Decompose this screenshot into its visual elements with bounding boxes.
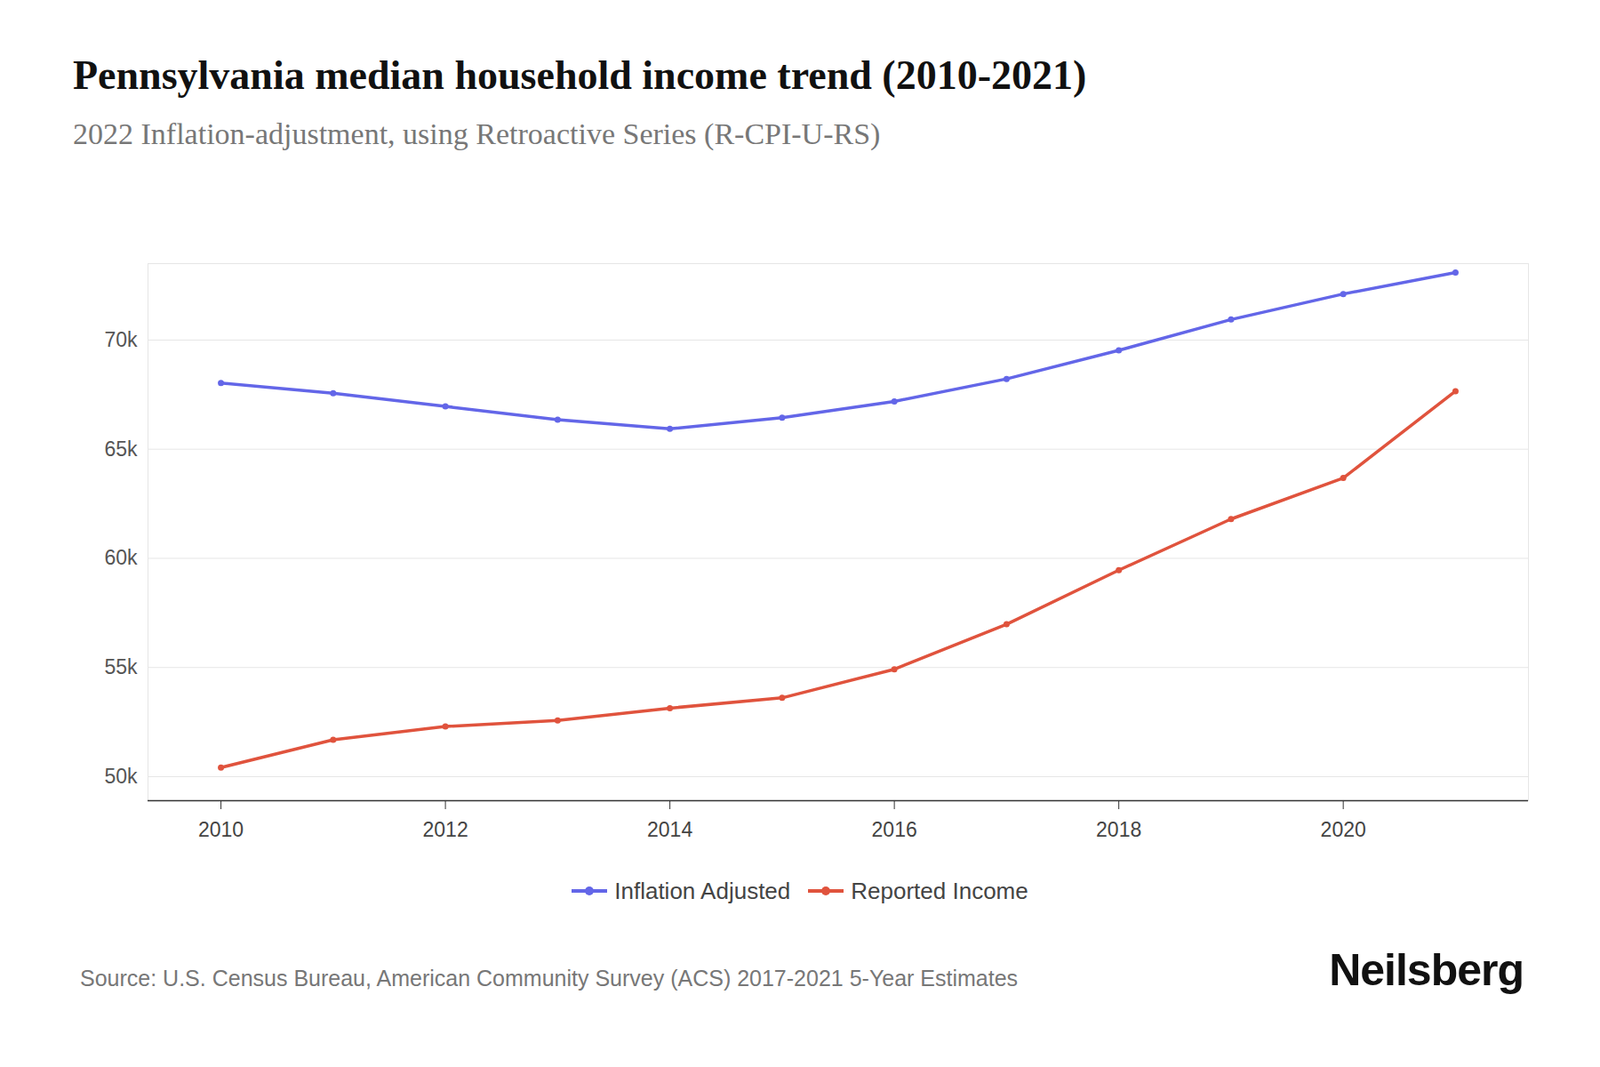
- svg-text:60k: 60k: [104, 545, 138, 569]
- html-text:Reported Income: Reported Income: [850, 876, 1029, 904]
- svg-text:2020: 2020: [1320, 817, 1367, 841]
- html-text:2022 Inflation-adjustment, usi: 2022 Inflation-adjustment, using Retroac…: [72, 117, 881, 151]
- svg-text:55k: 55k: [104, 655, 138, 679]
- svg-text:2014: 2014: [647, 817, 693, 841]
- svg-text:50k: 50k: [104, 764, 138, 788]
- svg-text:2016: 2016: [872, 817, 918, 841]
- html-text:Inflation Adjusted: Inflation Adjusted: [614, 876, 791, 904]
- svg-text:70k: 70k: [104, 328, 138, 352]
- svg-text:2010: 2010: [198, 817, 244, 841]
- html-text:Source: U.S. Census Bureau, Am: Source: U.S. Census Bureau, American Com…: [80, 965, 1018, 991]
- svg-text:2012: 2012: [423, 817, 469, 841]
- html-text:Neilsberg: Neilsberg: [1328, 944, 1524, 995]
- html-text:Pennsylvania median household: Pennsylvania median household income tre…: [72, 52, 1087, 98]
- svg-text:2018: 2018: [1096, 817, 1142, 841]
- svg-text:65k: 65k: [104, 437, 138, 461]
